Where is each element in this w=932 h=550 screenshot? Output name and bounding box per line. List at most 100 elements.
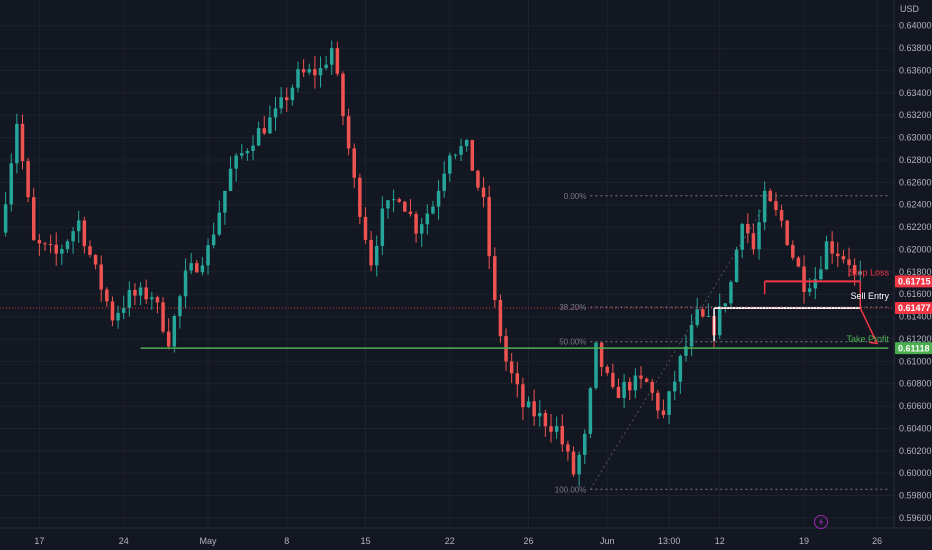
candle-body xyxy=(419,224,424,234)
price-tick-label: 0.61000 xyxy=(899,356,932,366)
candle-body xyxy=(442,173,446,191)
candle-body xyxy=(285,97,289,101)
candle-body xyxy=(403,201,407,212)
candle-body xyxy=(414,214,418,234)
candle-body xyxy=(616,386,621,399)
price-tick-label: 0.59600 xyxy=(899,513,932,523)
candle-body xyxy=(807,288,812,292)
candle-body xyxy=(386,200,390,209)
candle-body xyxy=(627,381,632,391)
annotation-label: Sell Entry xyxy=(850,291,889,301)
price-tick-label: 0.61200 xyxy=(899,334,932,344)
candle-body xyxy=(729,281,733,304)
time-axis[interactable]: 17 24 May 8 15 22 26 Jun 13:00 12 19 26 xyxy=(34,536,882,546)
candle-body xyxy=(841,256,846,260)
price-tick-label: 0.64000 xyxy=(899,21,932,31)
candle-body xyxy=(650,381,654,393)
price-tag-value: 0.61118 xyxy=(898,343,930,353)
projection-arrow[interactable] xyxy=(859,281,878,344)
time-tick-label: 8 xyxy=(284,536,289,546)
candle-body xyxy=(110,301,115,321)
fib-trend-line[interactable] xyxy=(589,195,771,490)
drawings-group[interactable]: 0.00% 38.20% 50.00% 100.00% Stop Loss Sell En… xyxy=(0,192,894,495)
time-tick-label: 26 xyxy=(524,536,534,546)
candle-body xyxy=(318,68,323,76)
candle-body xyxy=(594,342,598,389)
candle-body xyxy=(824,241,829,270)
lightning-icon[interactable] xyxy=(814,515,828,529)
candle-body xyxy=(105,289,109,302)
candle-body xyxy=(329,48,334,65)
candle-body xyxy=(189,263,193,271)
candle-body xyxy=(172,316,177,347)
candle-body xyxy=(526,401,531,408)
candle-body xyxy=(566,444,570,452)
time-tick-label: 12 xyxy=(715,536,725,546)
currency-label: USD xyxy=(900,4,920,14)
candle-body xyxy=(453,154,458,156)
candle-body xyxy=(397,199,401,202)
price-tick-label: 0.60600 xyxy=(899,401,932,411)
candle-body xyxy=(211,234,216,246)
price-tick-label: 0.60200 xyxy=(899,446,932,456)
candle-body xyxy=(9,163,13,205)
candle-body xyxy=(391,199,396,201)
candle-body xyxy=(785,220,789,246)
candle-body xyxy=(639,375,643,379)
candle-body xyxy=(774,201,778,210)
time-tick-label: 19 xyxy=(799,536,809,546)
price-tag-value: 0.61715 xyxy=(898,277,931,287)
candle-body xyxy=(532,401,536,417)
candle-body xyxy=(234,155,238,169)
candle-body xyxy=(324,64,328,69)
candle-body xyxy=(717,306,722,336)
price-tick-label: 0.63400 xyxy=(899,88,932,98)
time-tick-label: Jun xyxy=(600,536,615,546)
price-tick-label: 0.59800 xyxy=(899,491,932,501)
candle-body xyxy=(71,231,75,242)
candle-body xyxy=(734,249,739,282)
candle-body xyxy=(852,265,857,275)
price-tick-label: 0.63600 xyxy=(899,65,932,75)
candle-body xyxy=(448,155,452,174)
candle-body xyxy=(678,355,683,382)
candle-body xyxy=(301,69,306,73)
candle-body xyxy=(667,391,671,415)
price-tick-label: 0.62600 xyxy=(899,177,932,187)
price-tick-label: 0.60400 xyxy=(899,423,932,433)
candle-body xyxy=(498,300,503,337)
candle-body xyxy=(335,48,340,74)
candle-body xyxy=(791,245,795,258)
price-tick-label: 0.63200 xyxy=(899,110,932,120)
price-tick-label: 0.63000 xyxy=(899,133,932,143)
candle-body xyxy=(611,372,615,387)
candle-body xyxy=(37,240,42,244)
candle-body xyxy=(521,384,525,408)
candle-body xyxy=(802,266,806,292)
candle-body xyxy=(796,257,801,267)
candle-body xyxy=(245,150,250,154)
candle-body xyxy=(240,153,244,156)
price-tick-label: 0.62400 xyxy=(899,200,932,210)
candle-body xyxy=(689,324,694,347)
price-tag xyxy=(895,275,932,288)
candle-body xyxy=(599,342,604,367)
fib-level-label: 0.00% xyxy=(564,192,587,201)
candle-body xyxy=(358,177,362,217)
candle-body xyxy=(847,259,851,266)
fib-level-label: 38.20% xyxy=(559,303,586,312)
price-axis[interactable]: 0.64000 0.63800 0.63600 0.63400 0.63200 0.630… xyxy=(895,21,932,523)
candle-body xyxy=(661,410,666,415)
candle-body xyxy=(341,73,345,117)
candle-body xyxy=(99,264,103,290)
candle-body xyxy=(493,256,497,301)
candle-body xyxy=(723,303,728,307)
candle-body xyxy=(206,245,210,266)
candle-body xyxy=(656,392,660,411)
candle-body xyxy=(464,139,469,147)
time-tick-label: 15 xyxy=(360,536,370,546)
candle-body xyxy=(20,123,25,162)
candle-body xyxy=(740,224,744,250)
candle-body xyxy=(195,263,199,273)
